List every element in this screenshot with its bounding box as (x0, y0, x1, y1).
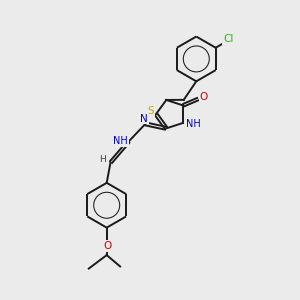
Text: N: N (140, 113, 148, 124)
Text: H: H (99, 155, 106, 164)
Text: O: O (200, 92, 208, 102)
Text: O: O (103, 241, 111, 251)
Text: NH: NH (186, 119, 201, 129)
Text: Cl: Cl (223, 34, 234, 44)
Text: NH: NH (113, 136, 128, 146)
Text: S: S (147, 106, 154, 116)
